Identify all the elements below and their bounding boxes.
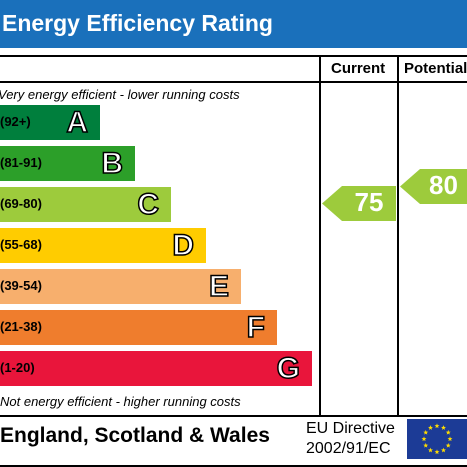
potential-rating-value: 80 xyxy=(429,170,458,200)
header-divider xyxy=(0,81,467,83)
band-letter-label: E xyxy=(208,269,230,304)
band-letter-label: D xyxy=(172,228,195,263)
potential-column-header: Potential xyxy=(404,60,467,77)
eu-flag-icon xyxy=(407,419,467,459)
bottom-caption: Not energy efficient - higher running co… xyxy=(0,394,241,409)
title-bar: Energy Efficiency Rating xyxy=(0,0,467,48)
eu-directive-label: EU Directive xyxy=(306,420,395,437)
eu-flag-star xyxy=(445,429,451,435)
band-range-label: (21-38) xyxy=(0,319,42,334)
eu-directive-number: 2002/91/EC xyxy=(306,440,391,457)
eu-flag-star xyxy=(434,449,440,455)
band-b: (81-91) B xyxy=(0,146,135,181)
eu-flag-star xyxy=(447,436,453,442)
potential-arrow-shape xyxy=(400,169,467,204)
top-caption: Very energy efficient - lower running co… xyxy=(0,87,240,102)
current-rating-value: 75 xyxy=(354,187,384,217)
band-letter-label: B xyxy=(101,146,124,181)
band-range-label: (92+) xyxy=(0,114,31,129)
current-rating-arrow: 75 xyxy=(322,186,396,221)
column-divider-potential xyxy=(397,55,399,417)
eu-flag-star xyxy=(441,425,446,430)
eu-flag-star xyxy=(441,447,446,453)
potential-rating-arrow: 80 xyxy=(400,169,467,204)
band-range-label: (39-54) xyxy=(0,278,42,293)
footer-frame xyxy=(0,415,467,467)
band-c: (69-80) C xyxy=(0,187,171,222)
band-e: (39-54) E xyxy=(0,269,241,304)
eu-flag-star xyxy=(445,442,451,448)
eu-flag-star xyxy=(423,442,429,448)
rating-table-frame xyxy=(0,55,467,417)
eu-flag-star xyxy=(434,423,440,429)
column-divider-current xyxy=(319,55,321,417)
footer-country: England, Scotland & Wales xyxy=(0,424,270,447)
current-arrow-shape xyxy=(322,186,396,221)
band-letter-label: C xyxy=(137,187,160,222)
band-d: (55-68) D xyxy=(0,228,206,263)
band-f: (21-38) F xyxy=(0,310,277,345)
band-a: (92+) A xyxy=(0,105,100,140)
chart-title: Energy Efficiency Rating xyxy=(2,10,273,36)
eu-flag-star xyxy=(428,447,433,453)
band-letter-label: G xyxy=(276,351,301,386)
current-column-header: Current xyxy=(331,60,386,77)
band-g: (1-20) G xyxy=(0,351,312,386)
band-range-label: (55-68) xyxy=(0,237,42,252)
eu-flag-star xyxy=(428,425,433,430)
eu-flag-star xyxy=(421,436,427,442)
band-letter-label: A xyxy=(66,105,89,140)
band-range-label: (1-20) xyxy=(0,360,35,375)
band-letter-label: F xyxy=(246,310,266,345)
eu-flag-star xyxy=(423,429,429,435)
band-range-label: (69-80) xyxy=(0,196,42,211)
band-range-label: (81-91) xyxy=(0,155,42,170)
